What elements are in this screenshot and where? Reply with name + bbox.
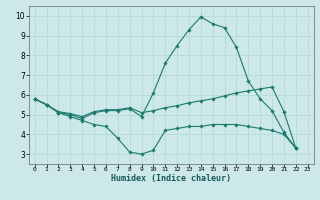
X-axis label: Humidex (Indice chaleur): Humidex (Indice chaleur): [111, 174, 231, 183]
